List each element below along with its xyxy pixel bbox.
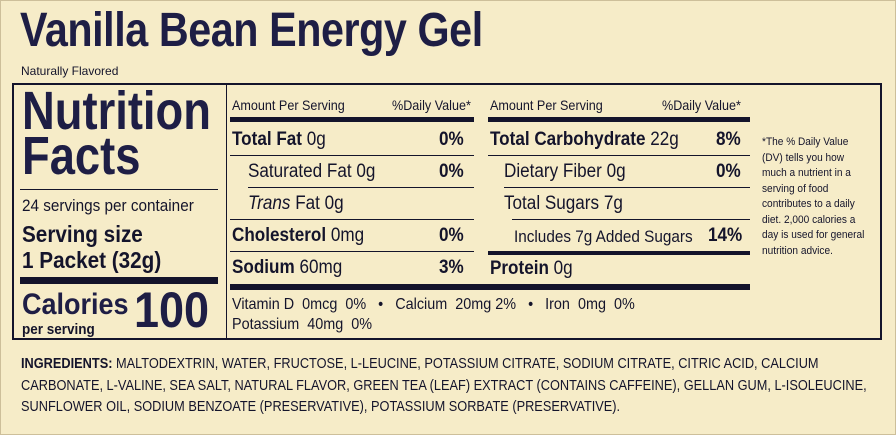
row-divider [504,187,750,188]
cholesterol-row: Cholesterol 0mg [232,225,364,247]
total-fat-name: Total Fat [232,129,302,150]
dietary-fiber-dv: 0% [716,161,741,183]
serving-size-value: 1 Packet (32g) [22,247,161,274]
divider [20,189,218,190]
protein-name: Protein [490,258,549,279]
total-fat-dv: 0% [439,129,464,151]
sodium-amount: 60mg [299,257,342,278]
trans-fat-row: Trans Fat 0g [248,193,344,215]
dietary-fiber-name: Dietary Fiber [504,161,602,182]
calories-label: Calories [22,288,129,322]
saturated-fat-row: Saturated Fat 0g [248,161,375,183]
ingredients-text: MALTODEXTRIN, WATER, FRUCTOSE, L-LEUCINE… [21,356,867,415]
dietary-fiber-row: Dietary Fiber 0g [504,161,626,183]
row-divider [488,155,750,156]
row-divider [230,219,474,220]
right-header-amount: Amount Per Serving [490,97,603,113]
row-divider [230,155,474,156]
row-divider [248,187,474,188]
vitamins-line1: Vitamin D 0mcg 0% • Calcium 20mg 2% • Ir… [232,296,635,314]
ingredients-section: INGREDIENTS: MALTODEXTRIN, WATER, FRUCTO… [21,354,778,419]
saturated-fat-name: Saturated Fat [248,161,352,182]
left-header-rule [230,117,474,122]
daily-value-footnote: *The % Daily Value (DV) tells you how mu… [762,135,869,259]
left-header-dv: %Daily Value* [392,97,471,113]
total-fat-row: Total Fat 0g [232,129,326,151]
saturated-fat-dv: 0% [439,161,464,183]
dietary-fiber-amount: 0g [607,161,626,182]
total-fat-amount: 0g [307,129,326,150]
total-sugars-amount: 7g [604,193,623,214]
protein-row: Protein 0g [490,258,573,280]
trans-fat-amount: 0g [325,193,344,214]
protein-amount: 0g [554,258,573,279]
row-divider [512,219,750,220]
calories-value: 100 [134,281,209,339]
nutrition-panel: Nutrition Facts 24 servings per containe… [12,83,882,340]
row-divider [230,251,474,252]
servings-per-container: 24 servings per container [22,196,194,216]
added-sugars-name: Includes 7g Added Sugars [514,227,693,247]
total-sugars-name: Total Sugars [504,193,599,214]
per-serving-label: per serving [22,321,95,338]
sodium-dv: 3% [439,257,464,279]
trans-fat-name: Fat [295,193,320,214]
column-divider [226,85,227,338]
trans-fat-italic: Trans [248,193,290,214]
total-sugars-row: Total Sugars 7g [504,193,623,215]
product-subtitle: Naturally Flavored [21,64,118,78]
total-carb-row: Total Carbohydrate 22g [490,129,679,151]
vitamins-line2: Potassium 40mg 0% [232,316,372,334]
sodium-row: Sodium 60mg [232,257,342,279]
total-carb-dv: 8% [716,129,741,151]
cholesterol-amount: 0mg [331,225,364,246]
nutrition-facts-heading: Nutrition Facts [22,89,211,179]
right-header-rule [488,117,750,122]
saturated-fat-amount: 0g [356,161,375,182]
product-title: Vanilla Bean Energy Gel [20,2,483,60]
cholesterol-dv: 0% [439,225,464,247]
total-carb-amount: 22g [650,129,679,150]
sodium-name: Sodium [232,257,295,278]
serving-size-label: Serving size [22,221,143,248]
added-sugars-dv: 14% [708,225,742,247]
cholesterol-name: Cholesterol [232,225,326,246]
vitamins-rule [230,284,750,290]
row-divider-thick [488,251,750,255]
left-header-amount: Amount Per Serving [232,97,345,113]
total-carb-name: Total Carbohydrate [490,129,646,150]
ingredients-label: INGREDIENTS: [21,356,112,372]
right-header-dv: %Daily Value* [662,97,741,113]
